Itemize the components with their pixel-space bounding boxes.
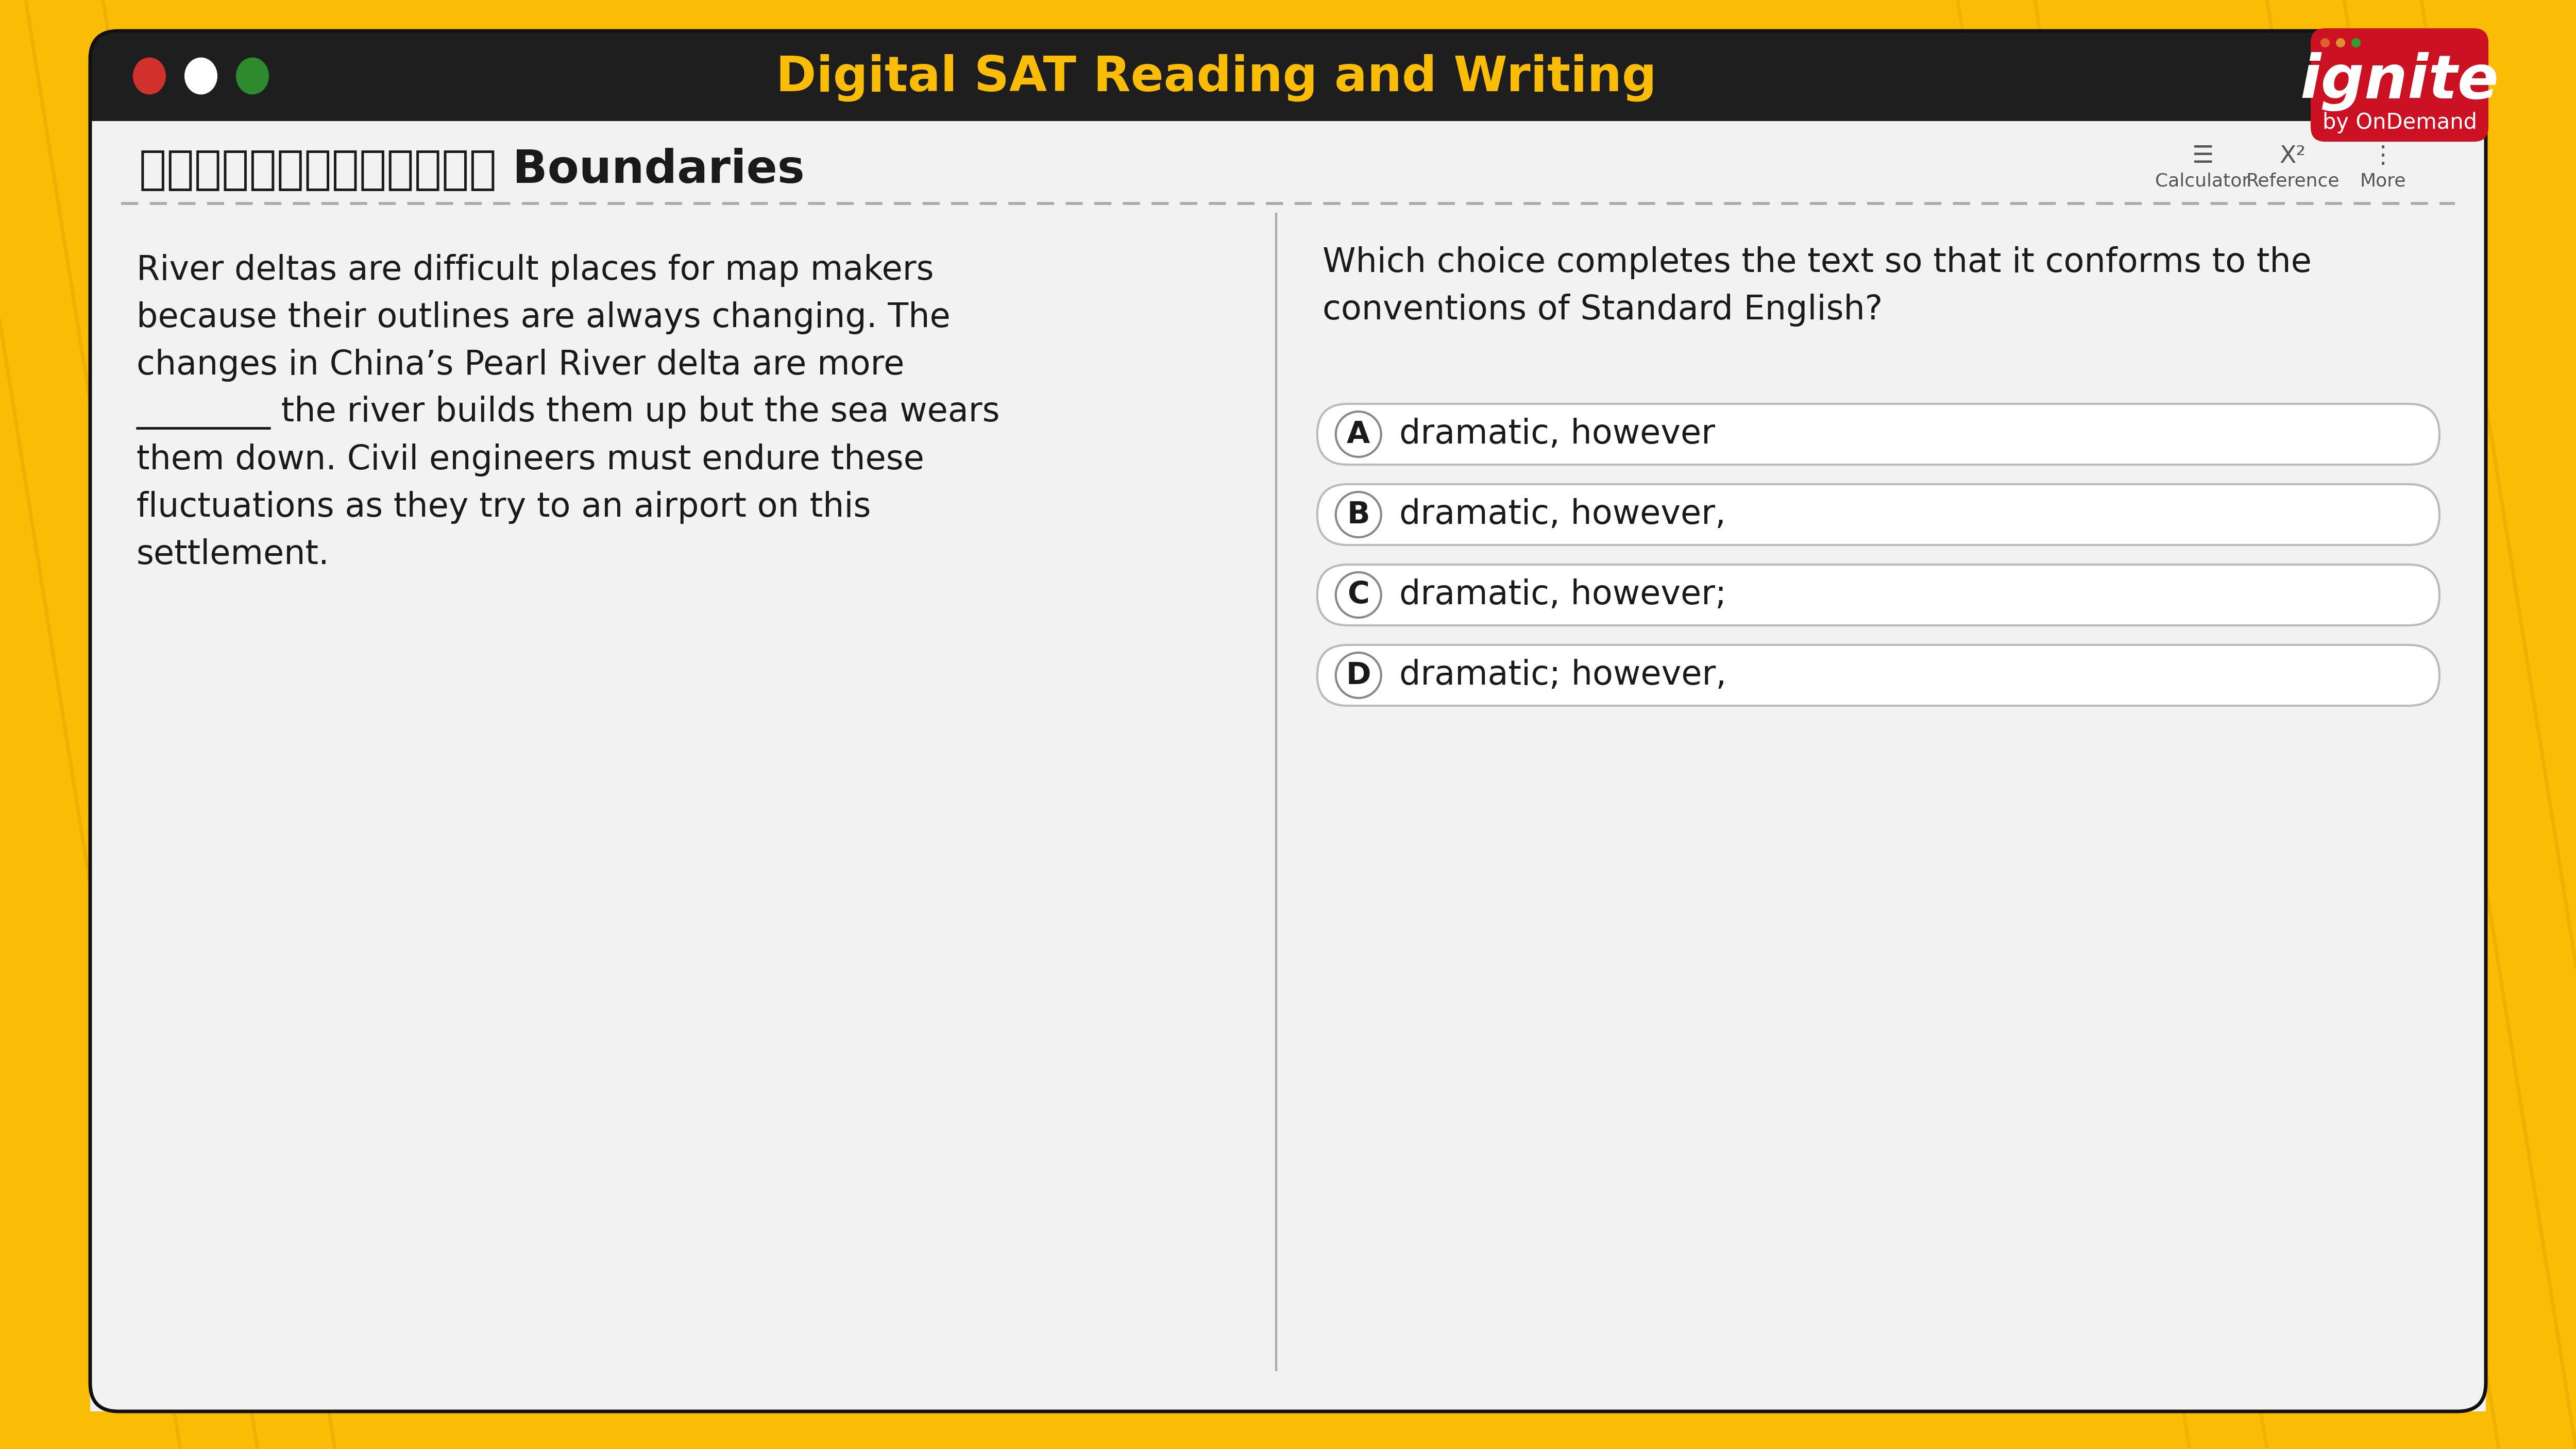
Ellipse shape <box>2336 38 2344 48</box>
Text: dramatic, however;: dramatic, however; <box>1399 578 1726 611</box>
FancyBboxPatch shape <box>1316 484 2439 545</box>
Text: ignite: ignite <box>2300 52 2499 112</box>
Text: C: C <box>1347 580 1370 610</box>
Text: fluctuations as they try to an airport on this: fluctuations as they try to an airport o… <box>137 491 871 525</box>
Text: ตัวอย่างโจทย์ Boundaries: ตัวอย่างโจทย์ Boundaries <box>139 148 804 193</box>
Ellipse shape <box>2321 38 2329 48</box>
Text: changes in China’s Pearl River delta are more: changes in China’s Pearl River delta are… <box>137 349 904 381</box>
Text: Reference: Reference <box>2246 172 2339 190</box>
FancyBboxPatch shape <box>90 30 2486 1411</box>
Text: X²: X² <box>2280 145 2306 168</box>
FancyBboxPatch shape <box>1316 645 2439 706</box>
Text: settlement.: settlement. <box>137 538 330 571</box>
Text: Calculator: Calculator <box>2156 172 2249 190</box>
Text: More: More <box>2360 172 2406 190</box>
Ellipse shape <box>237 58 268 94</box>
Ellipse shape <box>134 58 165 94</box>
Text: dramatic; however,: dramatic; however, <box>1399 659 1726 691</box>
Text: them down. Civil engineers must endure these: them down. Civil engineers must endure t… <box>137 443 925 477</box>
FancyBboxPatch shape <box>90 30 2486 152</box>
FancyBboxPatch shape <box>1316 404 2439 465</box>
FancyBboxPatch shape <box>2311 29 2488 142</box>
Text: ⋮: ⋮ <box>2370 145 2396 168</box>
Ellipse shape <box>185 58 216 94</box>
Text: dramatic, however,: dramatic, however, <box>1399 498 1726 532</box>
Text: Digital SAT Reading and Writing: Digital SAT Reading and Writing <box>775 54 1656 101</box>
Text: Which choice completes the text so that it conforms to the: Which choice completes the text so that … <box>1321 246 2311 280</box>
Text: ________ the river builds them up but the sea wears: ________ the river builds them up but th… <box>137 396 999 429</box>
Text: dramatic, however: dramatic, however <box>1399 417 1716 451</box>
Text: A: A <box>1347 420 1370 449</box>
Text: conventions of Standard English?: conventions of Standard English? <box>1321 294 1883 326</box>
Text: River deltas are difficult places for map makers: River deltas are difficult places for ma… <box>137 254 935 287</box>
FancyBboxPatch shape <box>1316 565 2439 626</box>
Text: D: D <box>1347 661 1370 690</box>
Text: B: B <box>1347 500 1370 529</box>
Text: ☰: ☰ <box>2192 145 2213 168</box>
Ellipse shape <box>2352 38 2360 48</box>
Text: by OnDemand: by OnDemand <box>2324 112 2478 133</box>
FancyBboxPatch shape <box>90 122 2486 1411</box>
Text: because their outlines are always changing. The: because their outlines are always changi… <box>137 301 951 335</box>
